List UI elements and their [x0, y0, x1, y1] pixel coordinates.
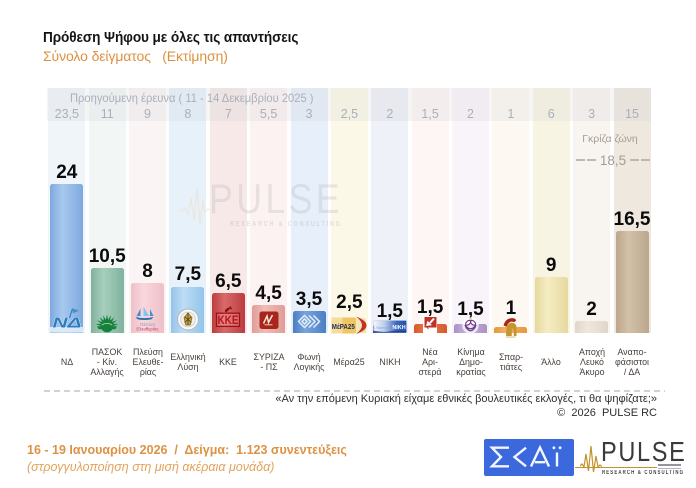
svg-text:ΝΔ: ΝΔ — [52, 315, 81, 332]
svg-text:NIKH: NIKH — [392, 325, 405, 331]
svg-text:Πλεύση: Πλεύση — [140, 321, 156, 327]
svg-text:KKE: KKE — [218, 315, 239, 327]
svg-text:Δ.Νατσιός: Δ.Νατσιός — [373, 326, 389, 330]
svg-text:Ελευθερίας: Ελευθερίας — [136, 327, 159, 332]
svg-text:MέPA25: MέPA25 — [332, 322, 355, 331]
